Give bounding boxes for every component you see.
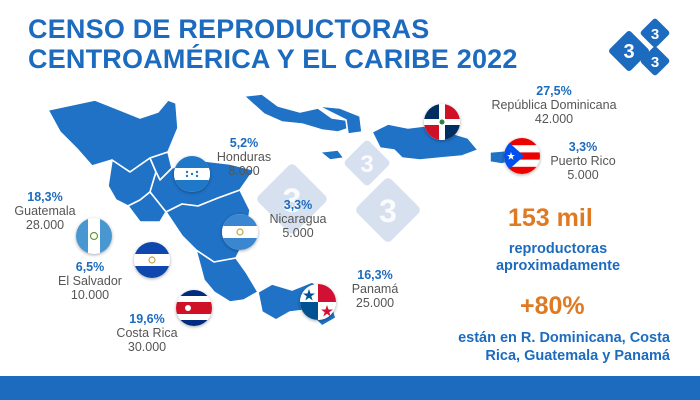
stat-country-name: Costa Rica [116,326,178,340]
el-salvador-flag-icon [134,242,170,278]
summary-total-line-2: aproximadamente [495,258,621,274]
stat-value: 8.000 [228,164,260,178]
stat-country-name: República Dominicana [491,98,617,112]
map-costa-rica [195,249,259,303]
watermark-digit: 3 [360,151,373,178]
stat-country-name: Honduras [216,150,272,164]
stat-pct: 6,5% [75,260,105,274]
summary-total-caption: reproductoras aproximadamente [478,241,638,275]
page-title: CENSO DE REPRODUCTORAS CENTROAMÉRICA Y E… [28,14,518,74]
honduras-flag-icon [174,156,210,192]
stat-guatemala: 18,3% Guatemala 28.000 [10,190,80,232]
summary-share-line-1: están en R. Dominicana, Costa [458,330,670,346]
stat-pct: 3,3% [283,198,313,212]
summary-share-line-2: Rica, Guatemala y Panamá [485,348,670,364]
summary-share: +80% [520,292,585,320]
stat-costa-rica: 19,6% Costa Rica 30.000 [104,312,190,354]
watermark-digit: 3 [283,182,302,220]
stat-country-name: Guatemala [14,204,76,218]
brand-logo: 3 3 3 [609,18,670,76]
costa-rica-flag-icon [176,290,212,326]
stat-puerto-rico: 3,3% Puerto Rico 5.000 [538,140,628,182]
stat-value: 30.000 [127,340,167,354]
map-hispaniola [371,123,479,161]
summary-total: 153 mil [508,204,593,232]
stat-pct: 3,3% [568,140,598,154]
guatemala-flag-icon [76,218,112,254]
stat-pct: 18,3% [27,190,63,204]
summary-share-caption: están en R. Dominicana, Costa Rica, Guat… [420,329,670,365]
stat-el-salvador: 6,5% El Salvador 10.000 [40,260,140,302]
summary-total-line-1: reproductoras [508,241,608,257]
stat-country-name: Panamá [351,282,399,296]
stat-nicaragua: 3,3% Nicaragua 5.000 [258,198,338,240]
stat-pct: 16,3% [357,268,393,282]
map-cuba-east [317,105,363,135]
stat-value: 42.000 [534,112,574,126]
bottom-bar [0,376,700,400]
stat-country-name: Nicaragua [269,212,327,226]
stat-value: 25.000 [355,296,395,310]
stat-panama: 16,3% Panamá 25.000 [340,268,410,310]
stat-value: 10.000 [70,288,110,302]
title-line-1: CENSO DE REPRODUCTORAS [28,14,430,44]
logo-digit: 3 [623,41,634,63]
stat-pct: 27,5% [536,84,572,98]
stat-country-name: El Salvador [58,274,122,288]
title-line-2: CENTROAMÉRICA Y EL CARIBE 2022 [28,44,518,74]
logo-digit: 3 [651,26,659,43]
map-jamaica [319,149,345,161]
stat-value: 5.000 [282,226,314,240]
watermark-digit: 3 [379,193,397,229]
dominican-republic-flag-icon [424,104,460,140]
nicaragua-flag-icon [222,214,258,250]
stat-value: 28.000 [25,218,65,232]
stat-country-name: Puerto Rico [550,154,616,168]
stat-republica-dominicana: 27,5% República Dominicana 42.000 [474,84,634,126]
stat-pct: 19,6% [129,312,165,326]
stat-honduras: 5,2% Honduras 8.000 [204,136,284,178]
stat-value: 5.000 [567,168,599,182]
puerto-rico-flag-icon [504,138,540,174]
logo-digit: 3 [651,54,659,71]
panama-flag-icon [300,284,336,320]
stat-pct: 5,2% [229,136,259,150]
